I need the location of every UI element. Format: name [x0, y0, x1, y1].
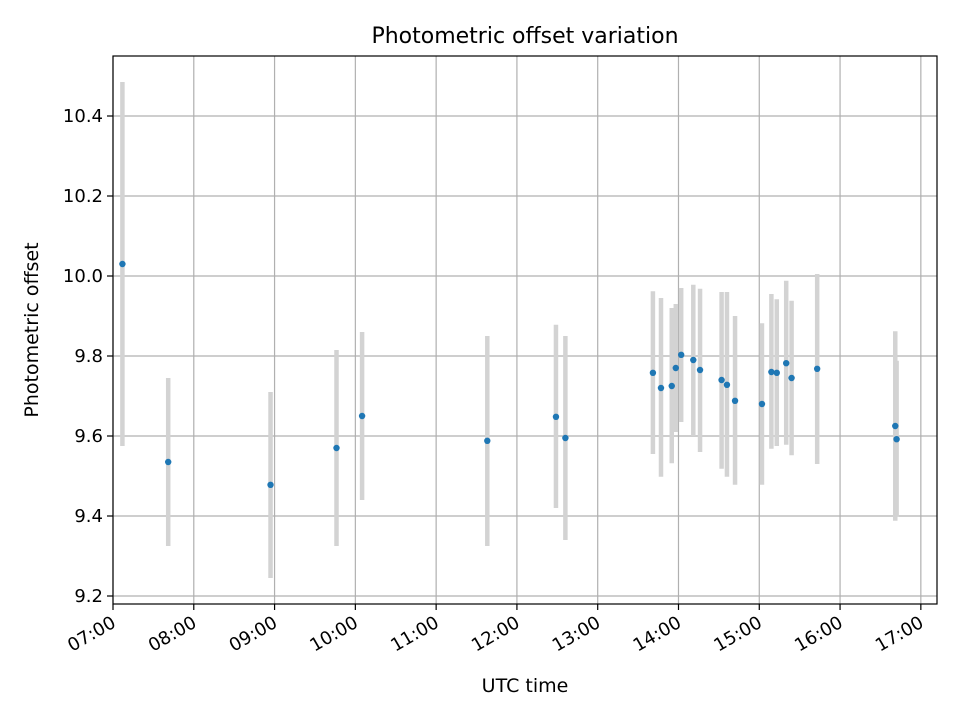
data-point	[893, 436, 900, 443]
y-tick-label: 9.2	[74, 586, 103, 607]
data-point	[690, 356, 697, 364]
data-point	[672, 364, 679, 372]
chart-title: Photometric offset variation	[371, 24, 678, 49]
y-tick-label: 9.4	[74, 506, 103, 527]
data-point	[723, 381, 731, 388]
y-tick-label: 10.2	[63, 186, 103, 207]
plot-frame	[112, 55, 938, 605]
data-point	[783, 360, 790, 367]
data-point	[788, 374, 795, 382]
x-axis-label: UTC time	[482, 675, 569, 697]
data-point	[718, 376, 725, 384]
data-point	[773, 369, 780, 376]
data-point	[358, 412, 366, 420]
data-point	[649, 369, 657, 376]
data-point	[677, 351, 685, 358]
data-point	[333, 444, 340, 452]
data-point	[813, 365, 821, 372]
data-point	[562, 434, 569, 442]
data-point	[892, 422, 899, 430]
data-point	[768, 368, 775, 376]
y-tick-label: 9.6	[74, 426, 103, 447]
data-point	[267, 481, 274, 488]
data-point	[552, 413, 560, 420]
y-tick-label: 10.0	[63, 266, 103, 287]
y-tick-label: 9.8	[74, 346, 103, 367]
data-point	[484, 437, 491, 444]
data-point	[731, 397, 739, 404]
y-axis-label: Photometric offset	[21, 242, 43, 417]
y-tick-label: 10.4	[63, 106, 103, 127]
data-point	[657, 384, 665, 392]
grid-layer	[112, 56, 937, 604]
data-point	[119, 260, 126, 268]
marker-layer	[119, 260, 900, 488]
data-point	[668, 382, 675, 390]
data-point	[696, 366, 704, 374]
data-point	[758, 400, 766, 408]
data-point	[165, 458, 172, 466]
